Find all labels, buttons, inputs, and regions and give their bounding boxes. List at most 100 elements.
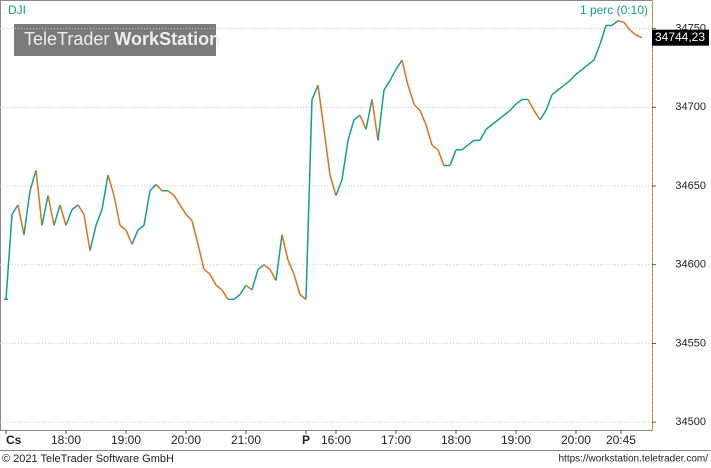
price-segment (77, 204, 85, 215)
x-tick-label: 21:00 (231, 433, 261, 447)
price-segment (155, 183, 163, 192)
price-segment (53, 204, 61, 226)
price-segment (515, 98, 523, 105)
x-tick-label: 20:00 (561, 433, 591, 447)
price-segment (461, 144, 469, 151)
x-tick-label: 17:00 (381, 433, 411, 447)
price-segment (467, 139, 475, 146)
price-segment (353, 114, 361, 121)
price-segment (323, 129, 331, 176)
price-segment (59, 204, 67, 226)
price-segment (335, 179, 343, 196)
price-segment (509, 103, 517, 111)
price-segment (425, 124, 433, 146)
price-segment (581, 64, 589, 71)
price-segment (623, 21, 631, 31)
price-segment (191, 220, 199, 245)
price-segment (137, 224, 145, 231)
price-segment (71, 204, 79, 211)
y-tick-label: 34650 (675, 180, 706, 192)
price-segment (233, 294, 241, 300)
price-segment (329, 174, 337, 196)
x-tick-label: 18:00 (51, 433, 81, 447)
price-segment (629, 29, 637, 36)
price-segment (305, 99, 313, 300)
price-segment (185, 213, 193, 222)
price-segment (119, 224, 127, 231)
price-segment (377, 89, 385, 141)
price-segment (131, 229, 139, 245)
price-segment (347, 119, 355, 141)
price-segment (281, 234, 289, 261)
price-segment (221, 289, 229, 300)
x-tick-label: 16:00 (321, 433, 351, 447)
price-segment (449, 149, 457, 166)
price-segment (251, 269, 259, 291)
price-segment (389, 69, 397, 81)
x-tick-label: 20:00 (171, 433, 201, 447)
price-segment (401, 59, 409, 86)
price-segment (491, 119, 499, 126)
price-segment (383, 80, 391, 91)
price-segment (617, 20, 625, 24)
price-segment (371, 99, 379, 141)
price-segment (527, 99, 535, 111)
price-segment (179, 204, 187, 215)
price-segment (65, 209, 73, 226)
price-segment (575, 68, 583, 75)
price-segment (407, 85, 415, 105)
x-tick-label: P (302, 433, 310, 447)
price-segment (311, 84, 319, 100)
x-tick-label: 18:00 (441, 433, 471, 447)
copyright: © 2021 TeleTrader Software GmbH (2, 453, 174, 465)
price-segment (17, 204, 25, 235)
y-tick-label: 34700 (675, 101, 706, 113)
y-tick-label: 34550 (675, 337, 706, 349)
price-segment (5, 214, 13, 300)
price-segment (23, 190, 31, 235)
symbol: DJI (8, 3, 26, 17)
price-segment (95, 209, 103, 226)
price-segment (497, 114, 505, 121)
price-segment (275, 234, 283, 281)
price-segment (563, 79, 571, 86)
price-segment (149, 183, 157, 192)
price-segment (551, 89, 559, 96)
price-segment (203, 268, 211, 275)
last-price-label: 34744,23 (655, 30, 705, 44)
price-segment (287, 259, 295, 275)
x-tick-label: 19:00 (501, 433, 531, 447)
price-segment (569, 73, 577, 82)
price-segment (263, 264, 271, 271)
price-segment (11, 204, 19, 215)
price-segment (209, 273, 217, 286)
y-tick-label: 34600 (675, 259, 706, 271)
price-segment (29, 170, 37, 191)
price-segment (431, 144, 439, 151)
price-segment (35, 170, 43, 226)
price-segment (113, 195, 121, 226)
price-segment (587, 59, 595, 66)
price-segment (89, 225, 97, 251)
price-segment (41, 195, 49, 226)
price-segment (317, 85, 325, 130)
price-segment (341, 140, 349, 180)
price-segment (539, 110, 547, 121)
price-segment (167, 190, 175, 197)
price-segment (359, 114, 367, 130)
price-segment (257, 264, 265, 271)
price-segment (173, 195, 181, 206)
price-segment (395, 59, 403, 70)
last-price-box (652, 29, 709, 46)
price-segment (593, 44, 601, 61)
price-segment (269, 269, 277, 281)
plot-frame (0, 0, 653, 431)
price-segment (293, 273, 301, 295)
watermark-box (14, 24, 216, 56)
price-segment (107, 174, 115, 196)
price-segment (611, 20, 619, 27)
price-segment (485, 124, 493, 130)
watermark-brand: TeleTrader (24, 29, 109, 49)
price-segment (143, 190, 151, 226)
